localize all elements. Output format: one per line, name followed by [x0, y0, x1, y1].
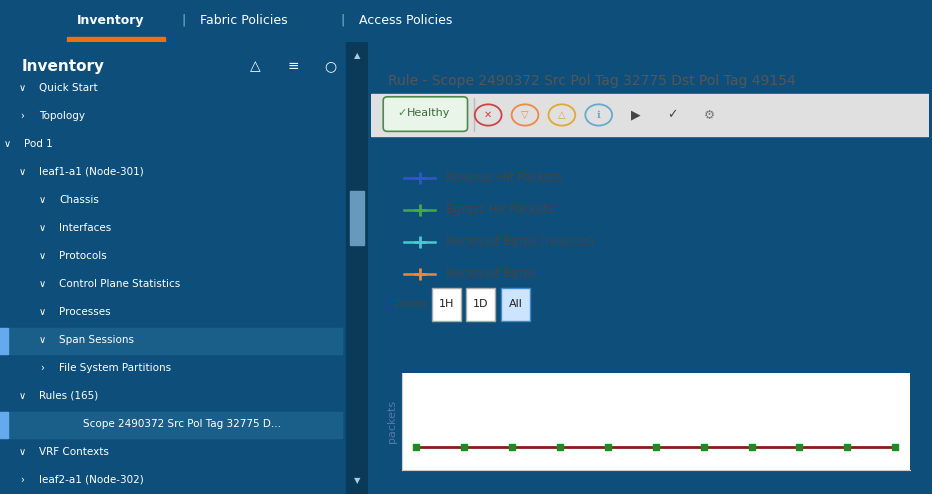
Text: ○: ○ — [324, 59, 336, 73]
Text: VRF Contexts: VRF Contexts — [38, 447, 108, 457]
Text: ∨: ∨ — [19, 82, 26, 93]
Bar — [67, 37, 165, 42]
Text: Span Sessions: Span Sessions — [59, 335, 134, 345]
Text: |: | — [340, 14, 345, 27]
Text: ✕: ✕ — [484, 110, 492, 120]
Text: ▶: ▶ — [631, 109, 640, 122]
Text: File System Partitions: File System Partitions — [59, 363, 171, 373]
Text: ▼: ▼ — [354, 476, 361, 485]
Text: Control Plane Statistics: Control Plane Statistics — [59, 279, 180, 289]
Text: Fabric Policies: Fabric Policies — [200, 14, 288, 27]
Text: Received Bytes: Received Bytes — [446, 267, 537, 280]
Text: ▲: ▲ — [354, 51, 361, 60]
Bar — [0, 328, 342, 354]
Text: 1D: 1D — [473, 299, 488, 309]
Text: Topology: Topology — [38, 111, 85, 121]
Text: All: All — [509, 299, 523, 309]
Bar — [466, 288, 496, 321]
Text: Egress Hit Packets: Egress Hit Packets — [446, 204, 555, 216]
Text: Chassis: Chassis — [59, 195, 99, 205]
Text: ›: › — [21, 111, 24, 121]
Text: leaf2-a1 (Node-302): leaf2-a1 (Node-302) — [38, 475, 144, 485]
Text: ∨: ∨ — [39, 223, 46, 233]
Bar — [350, 191, 364, 246]
Bar — [0, 412, 342, 438]
Text: Inventory: Inventory — [22, 59, 105, 74]
Text: Access Policies: Access Policies — [359, 14, 452, 27]
Text: Quick Start: Quick Start — [38, 82, 97, 93]
Text: ⚙: ⚙ — [704, 109, 715, 122]
Text: ▽: ▽ — [521, 110, 528, 120]
Bar — [371, 94, 929, 136]
Text: leaf1-a1 (Node-301): leaf1-a1 (Node-301) — [38, 166, 144, 177]
Bar — [346, 42, 368, 494]
Text: Processes: Processes — [59, 307, 111, 317]
Text: Rules (165): Rules (165) — [38, 391, 98, 401]
Text: △: △ — [558, 110, 566, 120]
Text: ∨: ∨ — [4, 139, 11, 149]
Text: ✓: ✓ — [398, 108, 407, 118]
Text: Received Bytes (reverse): Received Bytes (reverse) — [446, 235, 595, 248]
Bar — [501, 288, 530, 321]
Text: ∨: ∨ — [39, 307, 46, 317]
Text: ∨: ∨ — [39, 279, 46, 289]
Text: Interfaces: Interfaces — [59, 223, 111, 233]
Text: ✓: ✓ — [667, 109, 678, 122]
Text: Rule - Scope 2490372 Src Pol Tag 32775 Dst Pol Tag 49154: Rule - Scope 2490372 Src Pol Tag 32775 D… — [388, 74, 795, 88]
Text: Healthy: Healthy — [407, 108, 450, 118]
Text: ∨: ∨ — [39, 195, 46, 205]
Text: ›: › — [40, 363, 45, 373]
Bar — [432, 288, 460, 321]
Text: △: △ — [251, 59, 261, 73]
Y-axis label: packets: packets — [388, 400, 397, 443]
Text: ∨: ∨ — [19, 166, 26, 177]
Text: Pod 1: Pod 1 — [24, 139, 53, 149]
Text: ∨: ∨ — [39, 251, 46, 261]
Text: Inventory: Inventory — [76, 14, 144, 27]
Text: Reverse Hit Packets: Reverse Hit Packets — [446, 171, 563, 184]
Text: Zoom: Zoom — [393, 298, 427, 311]
Text: ∨: ∨ — [19, 447, 26, 457]
Text: ≡: ≡ — [287, 59, 299, 73]
FancyBboxPatch shape — [383, 97, 468, 131]
Bar — [0, 328, 8, 354]
Text: Scope 2490372 Src Pol Tag 32775 D...: Scope 2490372 Src Pol Tag 32775 D... — [83, 419, 281, 429]
Text: 1H: 1H — [439, 299, 454, 309]
Text: ∨: ∨ — [19, 391, 26, 401]
Text: ∨: ∨ — [39, 335, 46, 345]
Text: ℹ: ℹ — [596, 110, 600, 120]
Text: ›: › — [21, 475, 24, 485]
Bar — [0, 412, 8, 438]
Text: |: | — [182, 14, 186, 27]
Text: Protocols: Protocols — [59, 251, 106, 261]
